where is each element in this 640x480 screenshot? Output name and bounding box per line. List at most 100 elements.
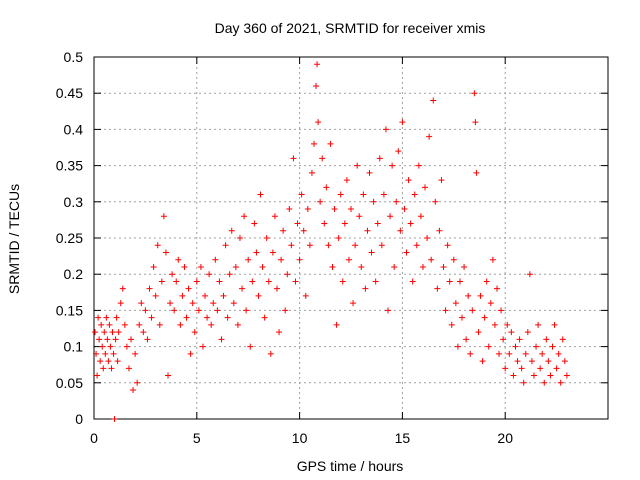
data-point <box>469 307 476 314</box>
grid-lines <box>94 57 608 419</box>
data-point <box>317 198 324 205</box>
data-point <box>185 285 192 292</box>
data-point <box>140 329 147 336</box>
data-point <box>286 206 293 213</box>
data-point <box>308 169 315 176</box>
data-point <box>508 329 515 336</box>
data-point <box>115 329 122 336</box>
data-point <box>411 191 418 198</box>
data-point <box>424 235 431 241</box>
data-point <box>310 140 317 147</box>
data-point <box>481 314 488 321</box>
data-point <box>409 278 416 285</box>
data-point <box>206 271 213 278</box>
data-point <box>216 278 223 285</box>
data-point <box>444 242 451 249</box>
data-point <box>397 227 404 234</box>
data-point <box>152 292 159 299</box>
data-point <box>452 300 459 307</box>
data-point <box>162 249 169 256</box>
data-point <box>96 336 103 343</box>
data-point <box>436 227 443 234</box>
data-point <box>304 206 311 213</box>
data-point <box>496 350 503 357</box>
data-point <box>212 256 219 263</box>
data-point <box>232 263 239 270</box>
data-point <box>98 321 105 328</box>
data-point <box>350 300 357 307</box>
data-point <box>204 314 211 321</box>
data-point <box>327 140 334 147</box>
data-point <box>512 343 519 350</box>
data-point <box>339 278 346 285</box>
data-point <box>95 314 102 321</box>
data-point <box>265 278 272 285</box>
data-point <box>171 307 178 314</box>
data-point <box>446 278 453 285</box>
data-point <box>376 155 383 162</box>
data-point <box>459 314 466 321</box>
y-tick-label: 0.45 <box>56 85 83 101</box>
data-point <box>125 365 132 372</box>
data-point <box>105 358 112 365</box>
data-point <box>471 90 478 97</box>
data-point <box>108 365 115 372</box>
data-point <box>202 292 209 299</box>
data-point <box>561 358 568 365</box>
data-point <box>224 314 231 321</box>
data-point <box>333 321 340 328</box>
data-point <box>315 119 322 126</box>
data-point <box>419 263 426 270</box>
data-point <box>117 300 124 307</box>
data-point <box>543 336 550 343</box>
y-tick-label: 0.15 <box>56 302 83 318</box>
data-point <box>430 97 437 104</box>
data-point <box>187 350 194 357</box>
data-point <box>541 379 548 386</box>
data-point <box>247 343 254 350</box>
data-point <box>230 300 237 307</box>
data-point <box>557 379 564 386</box>
data-point <box>179 292 186 299</box>
data-point <box>175 256 182 263</box>
data-point <box>267 350 274 357</box>
x-tick-label: 0 <box>90 430 98 446</box>
data-point <box>352 242 359 249</box>
data-point <box>555 350 562 357</box>
data-point <box>313 82 320 89</box>
data-point <box>112 336 119 343</box>
data-point <box>99 343 106 350</box>
data-point <box>368 249 375 256</box>
data-point <box>113 314 120 321</box>
data-point <box>195 307 202 314</box>
data-point <box>123 343 130 350</box>
data-point <box>271 213 278 220</box>
data-point <box>193 278 200 285</box>
data-point <box>111 416 118 422</box>
data-point <box>298 191 305 198</box>
data-point <box>518 365 525 372</box>
data-point <box>292 278 299 285</box>
data-point <box>259 263 266 270</box>
data-point <box>197 263 204 270</box>
data-point <box>218 336 225 343</box>
data-point <box>189 300 196 307</box>
data-point <box>306 242 313 249</box>
data-point <box>506 350 513 357</box>
data-point <box>510 372 517 379</box>
data-point <box>477 292 484 299</box>
data-point <box>498 307 505 314</box>
data-point <box>461 263 468 270</box>
data-point <box>276 329 283 336</box>
data-point <box>300 227 307 234</box>
data-point <box>374 220 381 227</box>
data-point <box>522 350 529 357</box>
data-point <box>236 235 243 241</box>
data-point <box>142 307 149 314</box>
data-point <box>440 263 447 270</box>
data-point <box>93 350 100 357</box>
data-point <box>288 242 295 249</box>
data-point <box>114 358 121 365</box>
data-point <box>134 379 141 386</box>
data-point <box>132 350 139 357</box>
